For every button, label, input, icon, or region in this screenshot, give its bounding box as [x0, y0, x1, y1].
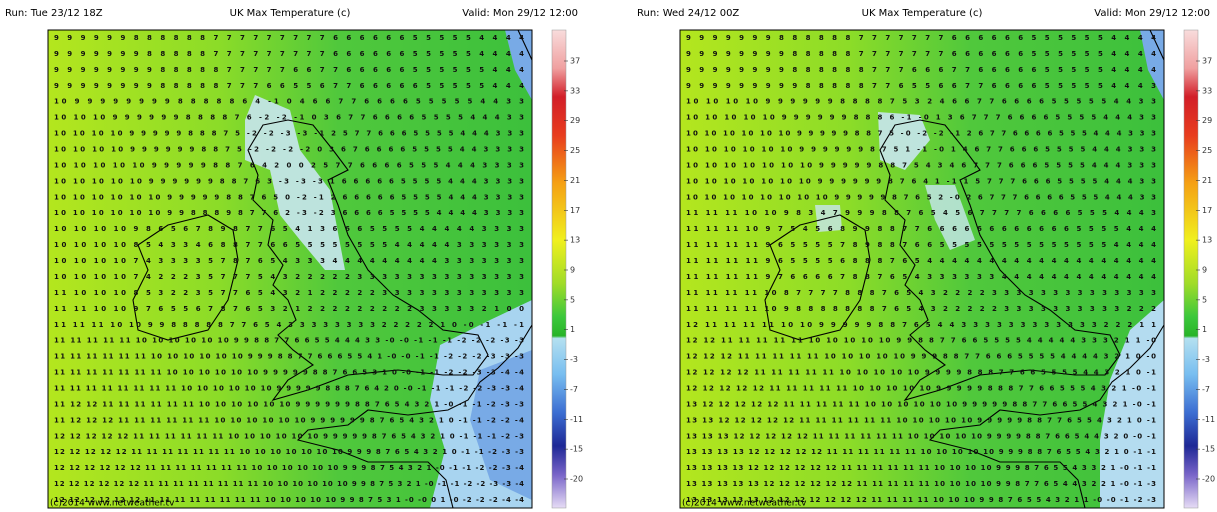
- temperature-row: 9 9 9 9 9 9 8 8 8 8 8 8 7 7 7 7 7 7 7 7 …: [54, 34, 524, 42]
- colorbar-label: 37: [1202, 57, 1212, 66]
- temperature-row: 11 11 11 11 11 11 11 10 10 10 10 10 10 9…: [54, 369, 524, 377]
- colorbar-label: 29: [1202, 116, 1212, 125]
- temperature-row: 12 12 12 12 12 12 11 11 11 11 11 11 11 1…: [54, 464, 524, 472]
- colorbar-label: -11: [570, 415, 583, 424]
- valid-label: Valid: Mon 29/12 12:00: [462, 8, 578, 19]
- temperature-row: 11 11 11 11 10 8 7 7 7 7 8 8 8 7 6 5 4 3…: [686, 289, 1156, 297]
- colorbar-label: 1: [570, 325, 575, 334]
- colorbar-label: -15: [570, 445, 583, 454]
- colorbar-label: 29: [570, 116, 580, 125]
- temperature-row: 12 12 12 12 11 11 11 11 11 10 10 10 10 1…: [686, 369, 1156, 377]
- colorbar: [1183, 29, 1199, 509]
- map-title: UK Max Temperature (c): [862, 8, 983, 19]
- temperature-row: 9 9 9 9 9 9 9 9 8 8 8 8 8 7 7 7 6 6 5 5 …: [54, 82, 524, 90]
- temperature-row: 9 9 9 9 9 9 9 9 8 8 8 8 8 7 7 7 7 7 7 7 …: [686, 50, 1156, 58]
- map-border: [679, 29, 1165, 509]
- temperature-row: 9 9 9 9 9 9 9 8 8 8 8 8 7 7 7 7 7 7 7 7 …: [54, 50, 524, 58]
- colorbar-label: -20: [570, 475, 583, 484]
- colorbar-label: 25: [570, 146, 580, 155]
- temperature-row: 12 12 12 12 12 11 11 11 11 11 10 10 10 1…: [686, 385, 1156, 393]
- colorbar-label: 13: [570, 236, 580, 245]
- map-panel: Run: Tue 23/12 18Z UK Max Temperature (c)…: [5, 8, 583, 509]
- cold-region: [925, 185, 975, 250]
- colorbar-label: 21: [1202, 176, 1212, 185]
- colorbar-label: 9: [1202, 266, 1207, 275]
- cold-region: [505, 30, 532, 100]
- temperature-row: 11 12 12 12 11 11 11 11 11 11 10 10 10 1…: [54, 416, 524, 424]
- colorbar-label: 5: [570, 295, 575, 304]
- colorbar-label: 37: [570, 57, 580, 66]
- temperature-row: 11 11 11 11 11 11 10 10 10 10 10 10 9 9 …: [54, 353, 524, 361]
- temperature-row: 13 13 13 12 12 12 12 12 11 11 11 11 11 1…: [686, 432, 1156, 440]
- colorbar-label: -7: [570, 385, 578, 394]
- temperature-row: 12 12 12 12 12 11 11 11 11 11 11 11 10 1…: [54, 448, 524, 456]
- map-title: UK Max Temperature (c): [230, 8, 351, 19]
- credit: (c)2014 www.netweather.tv: [682, 499, 807, 509]
- temperature-row: 11 12 12 11 11 11 11 11 11 10 10 10 10 1…: [54, 400, 524, 408]
- colorbar-label: 25: [1202, 146, 1212, 155]
- temperature-row: 10 10 10 10 10 9 9 9 9 9 8 8 7 6 4 2 0 0…: [54, 161, 524, 169]
- run-label: Run: Tue 23/12 18Z: [5, 8, 103, 19]
- colorbar: [551, 29, 567, 509]
- colorbar-label: -11: [1202, 415, 1215, 424]
- temperature-row: 13 13 13 13 13 12 12 12 12 12 12 11 11 1…: [686, 480, 1156, 488]
- colorbar-label: 13: [1202, 236, 1212, 245]
- colorbar-label: 21: [570, 176, 580, 185]
- temperature-row: 10 10 10 10 9 9 9 9 9 8 8 8 7 5 -2 -2 -3…: [54, 130, 524, 138]
- temperature-row: 10 10 10 10 9 9 9 9 9 9 8 8 7 5 -2 -2 -2…: [54, 146, 524, 154]
- temperature-row: 11 11 11 11 11 11 11 11 10 10 10 10 10 1…: [54, 385, 524, 393]
- temperature-row: 11 11 11 11 11 10 10 10 10 10 10 9 9 8 8…: [54, 337, 524, 345]
- cold-region: [470, 350, 532, 500]
- temperature-row: 10 10 10 10 10 10 9 9 8 8 8 9 8 7 7 6 2 …: [54, 209, 524, 217]
- temperature-row: 12 12 11 11 11 11 11 10 10 10 10 10 9 9 …: [686, 337, 1156, 345]
- temperature-row: 9 9 9 9 9 9 9 8 8 8 8 8 8 7 7 7 7 7 7 7 …: [686, 34, 1156, 42]
- map-border: [47, 29, 533, 509]
- temperature-row: 13 12 12 12 12 12 11 11 11 11 11 10 10 1…: [686, 400, 1156, 408]
- temperature-row: 12 12 12 12 12 11 11 11 11 11 11 10 10 1…: [54, 432, 524, 440]
- temperature-row: 9 9 9 9 9 9 9 9 8 8 8 8 8 7 7 7 7 7 6 6 …: [54, 66, 524, 74]
- colorbar-label: 9: [570, 266, 575, 275]
- temperature-row: 10 10 10 10 10 10 10 9 9 9 9 9 8 8 7 5 4…: [686, 161, 1156, 169]
- colorbar-label: -7: [1202, 385, 1210, 394]
- temperature-row: 10 9 9 9 9 9 9 9 9 8 8 8 8 8 6 4 -1 0 4 …: [54, 98, 524, 106]
- temperature-row: 12 11 11 11 11 10 10 9 9 9 9 9 8 8 7 6 5…: [686, 321, 1156, 329]
- temperature-row: 10 10 10 10 10 9 9 9 9 9 9 8 8 8 6 -1 -0…: [686, 114, 1156, 122]
- temperature-row: 12 12 12 11 11 11 11 11 10 10 10 10 10 9…: [686, 353, 1156, 361]
- temperature-row: 11 11 11 10 10 9 8 3 4 7 9 9 9 8 8 7 6 5…: [686, 209, 1156, 217]
- colorbar-label: 17: [1202, 206, 1212, 215]
- temperature-row: 13 13 13 13 13 12 12 12 12 12 12 12 11 1…: [686, 496, 1156, 504]
- colorbar-label: 33: [570, 86, 580, 95]
- temperature-row: 12 12 12 12 12 12 11 11 11 11 11 11 11 1…: [54, 480, 524, 488]
- colorbar-label: 1: [1202, 325, 1207, 334]
- temperature-row: 13 13 12 12 12 12 12 11 11 11 11 11 11 1…: [686, 416, 1156, 424]
- cold-region: [245, 95, 345, 270]
- cold-region: [878, 112, 930, 170]
- temperature-row: 11 11 11 11 10 9 8 8 8 8 8 8 8 7 6 5 4 3…: [686, 305, 1156, 313]
- temperature-row: 9 9 9 9 9 9 9 9 8 8 8 8 8 8 7 7 7 6 6 6 …: [686, 66, 1156, 74]
- temperature-row: 10 10 10 10 10 10 9 9 9 9 9 8 8 7 6 5 0 …: [54, 193, 524, 201]
- temperature-row: 12 12 12 12 12 12 11 11 11 11 11 11 11 1…: [54, 496, 524, 504]
- temperature-row: 11 11 11 10 10 9 9 8 8 8 8 8 7 7 6 5 4 3…: [54, 321, 524, 329]
- temperature-row: 10 10 10 9 9 9 9 9 9 8 8 8 8 7 6 -2 -2 -…: [54, 114, 524, 122]
- colorbar-label: -15: [1202, 445, 1215, 454]
- colorbar-label: -20: [1202, 475, 1215, 484]
- temperature-row: 13 13 13 13 12 12 12 12 12 11 11 11 11 1…: [686, 448, 1156, 456]
- valid-label: Valid: Mon 29/12 12:00: [1094, 8, 1210, 19]
- colorbar-label: -3: [1202, 355, 1210, 364]
- map-panel: Run: Wed 24/12 00Z UK Max Temperature (c)…: [637, 8, 1215, 509]
- cold-region: [1100, 300, 1164, 508]
- temperature-row: 9 9 9 9 9 9 9 9 9 8 8 8 8 8 7 7 6 5 5 6 …: [686, 82, 1156, 90]
- colorbar-label: 33: [1202, 86, 1212, 95]
- run-label: Run: Wed 24/12 00Z: [637, 8, 739, 19]
- colorbar-label: 17: [570, 206, 580, 215]
- temperature-row: 13 13 13 13 12 12 12 12 12 12 11 11 11 1…: [686, 464, 1156, 472]
- credit: (c)2014 www.netweather.tv: [50, 499, 175, 509]
- map-background: [680, 30, 1164, 508]
- colorbar-label: -3: [570, 355, 578, 364]
- colorbar-label: 5: [1202, 295, 1207, 304]
- cold-region: [815, 205, 842, 232]
